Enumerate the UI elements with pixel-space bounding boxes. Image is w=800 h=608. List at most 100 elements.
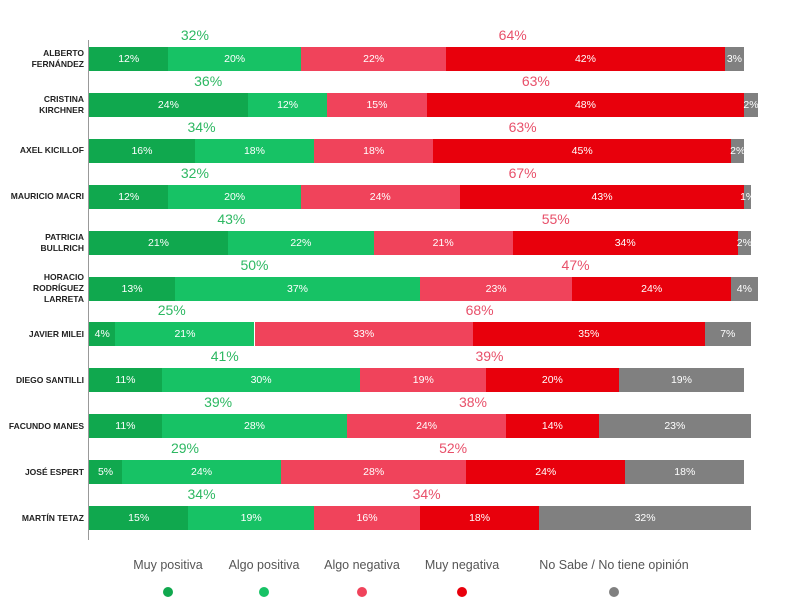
bar-segment: 16%: [89, 138, 195, 163]
category-label: JOSÉ ESPERT: [24, 466, 84, 477]
negative-total: 64%: [498, 27, 527, 43]
positive-total: 39%: [204, 394, 233, 411]
bar-segment: 2%: [730, 138, 745, 163]
bar-segment: 12%: [89, 184, 169, 209]
bar-segment: 18%: [420, 506, 540, 530]
category-label: AXEL KICILLOF: [19, 145, 84, 156]
bar-segment: 14%: [506, 414, 599, 439]
bar-segment: 48%: [426, 92, 745, 117]
bar-segment: 45%: [433, 138, 732, 163]
negative-total: 67%: [508, 164, 537, 181]
bar-segment: 20%: [168, 47, 301, 71]
bar-segment: 16%: [314, 506, 420, 530]
negative-total: 52%: [439, 440, 468, 457]
bar-segment: 24%: [89, 92, 248, 117]
category-label: HORACIO RODRÍGUEZ LARRETA: [33, 272, 84, 304]
legend-marker: [163, 587, 173, 597]
bar-segment: 15%: [89, 506, 189, 530]
negative-total: 55%: [541, 210, 570, 227]
bar-segment: 24%: [572, 276, 732, 301]
positive-total: 34%: [187, 118, 216, 135]
bar-segment: 42%: [446, 47, 725, 71]
negative-total: 63%: [521, 72, 550, 89]
bar-segment: 20%: [486, 368, 619, 393]
bar-segment: 24%: [347, 414, 507, 439]
bar-segment: 43%: [459, 184, 745, 209]
bar-segment: 13%: [89, 276, 176, 301]
bar-segment: 37%: [175, 276, 420, 301]
negative-total: 63%: [508, 118, 537, 135]
bar-segment: 32%: [539, 506, 751, 530]
bar-segment: 24%: [300, 184, 460, 209]
category-label: FACUNDO MANES: [8, 420, 84, 431]
category-label: CRISTINA KIRCHNER: [39, 93, 84, 115]
positive-total: 43%: [217, 210, 246, 227]
axis-line: [88, 40, 89, 540]
negative-total: 68%: [465, 302, 494, 319]
bar-segment: 28%: [280, 460, 467, 485]
bar-segment: 2%: [737, 230, 752, 255]
category-label: JAVIER MILEI: [28, 328, 84, 339]
bar-segment: 15%: [327, 92, 427, 117]
bar-segment: 12%: [247, 92, 328, 117]
positive-total: 36%: [194, 72, 223, 89]
legend-marker: [457, 587, 467, 597]
legend-label: Muy positiva: [133, 558, 203, 572]
bar-segment: 19%: [618, 368, 745, 393]
bar-segment: 18%: [625, 460, 745, 485]
bar-segment: 1%: [740, 184, 755, 209]
positive-total: 25%: [157, 302, 186, 319]
legend-marker: [609, 587, 619, 597]
bar-segment: 11%: [89, 414, 162, 439]
bar-segment: 22%: [228, 230, 374, 255]
bar-segment: 4%: [89, 322, 116, 347]
bar-segment: 18%: [314, 138, 434, 163]
category-label: MAURICIO MACRI: [10, 191, 84, 202]
bar-segment: 5%: [89, 460, 123, 485]
bar-segment: 7%: [704, 322, 751, 347]
bar-segment: 4%: [731, 276, 758, 301]
bar-segment: 23%: [598, 414, 751, 439]
bar-segment: 20%: [168, 184, 301, 209]
bar-segment: 28%: [161, 414, 348, 439]
positive-total: 41%: [210, 348, 239, 365]
positive-total: 34%: [187, 486, 216, 502]
legend-label: Algo positiva: [228, 558, 300, 572]
bar-segment: 30%: [161, 368, 361, 393]
bar-segment: 24%: [466, 460, 626, 485]
negative-total: 34%: [412, 486, 441, 502]
positive-total: 50%: [240, 256, 269, 273]
category-label: MARTÍN TETAZ: [21, 512, 84, 523]
positive-total: 29%: [170, 440, 199, 457]
category-label: DIEGO SANTILLI: [16, 374, 84, 385]
bar-segment: 18%: [194, 138, 315, 163]
legend-label: Muy negativa: [424, 558, 500, 572]
negative-total: 39%: [475, 348, 504, 365]
bar-segment: 11%: [89, 368, 162, 393]
bar-segment: 21%: [373, 230, 513, 255]
legend-marker: [259, 587, 269, 597]
bar-segment: 35%: [472, 322, 705, 347]
category-label: PATRICIA BULLRICH: [40, 231, 84, 253]
legend-label: No Sabe / No tiene opinión: [539, 558, 689, 572]
bar-segment: 33%: [254, 322, 473, 347]
legend-label: Algo negativa: [324, 558, 400, 572]
bar-segment: 21%: [89, 230, 229, 255]
positive-total: 32%: [180, 164, 209, 181]
positive-total: 32%: [180, 27, 209, 43]
bar-segment: 19%: [360, 368, 487, 393]
legend-marker: [357, 587, 367, 597]
bar-segment: 3%: [724, 47, 745, 71]
bar-segment: 23%: [420, 276, 573, 301]
bar-segment: 21%: [115, 322, 255, 347]
category-label: ALBERTO FERNÁNDEZ: [31, 48, 84, 69]
bar-segment: 24%: [122, 460, 281, 485]
negative-total: 47%: [561, 256, 590, 273]
bar-segment: 34%: [512, 230, 738, 255]
bar-segment: 12%: [89, 47, 169, 71]
bar-segment: 22%: [300, 47, 447, 71]
bar-segment: 19%: [188, 506, 315, 530]
negative-total: 38%: [458, 394, 487, 411]
bar-segment: 2%: [743, 92, 759, 117]
